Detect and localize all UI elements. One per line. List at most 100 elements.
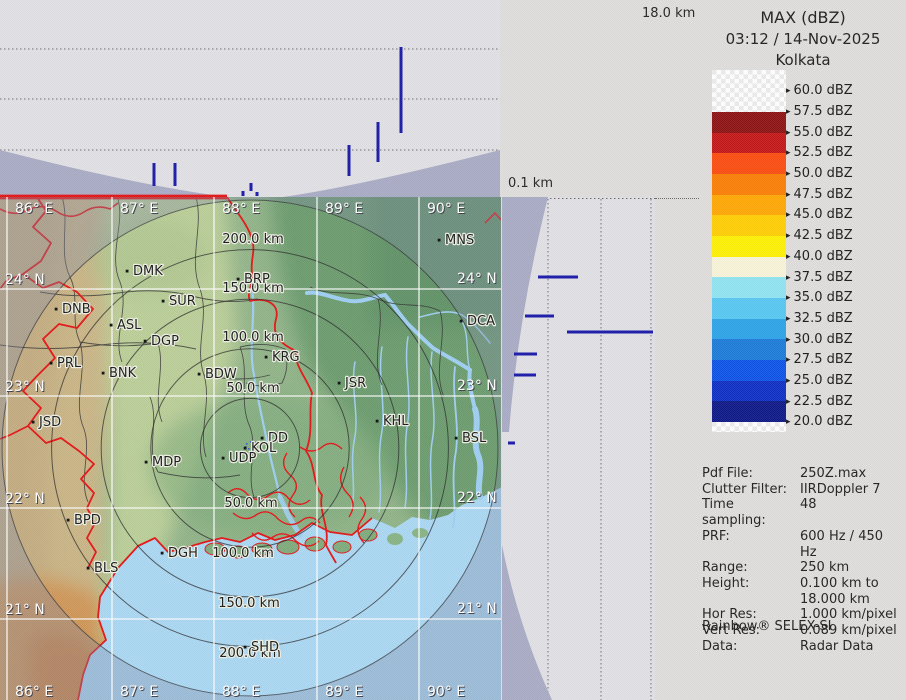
city-marker — [109, 323, 113, 327]
product-title: MAX (dBZ) — [760, 8, 846, 27]
latitude-label: 21° N — [5, 602, 45, 618]
top-height-profile-panel — [0, 0, 500, 198]
city-label: KRG — [272, 350, 300, 365]
side-axis-min-height-label: 0.1 km — [508, 176, 553, 191]
longitude-label-shadow: 88° E — [223, 202, 261, 218]
longitude-label-shadow: 86° E — [16, 202, 54, 218]
range-ring — [150, 348, 350, 548]
latitude-label-shadow: 21° N — [458, 602, 498, 618]
dbz-colorbar — [712, 70, 786, 433]
urban-area-pixel — [249, 454, 251, 456]
colorbar-band — [712, 380, 786, 402]
city-marker — [243, 446, 247, 450]
longitude-label: 88° E — [222, 684, 260, 700]
echo-bar — [399, 47, 403, 133]
beam-cone-mask — [502, 197, 548, 432]
software-brand-label: Rainbow® SELEX-SI — [702, 619, 832, 634]
metadata-row: PRF: 600 Hz / 450 Hz — [702, 529, 902, 560]
colorbar-band — [712, 236, 786, 257]
tick-arrow-icon: ▸ — [786, 334, 791, 345]
latitude-label-shadow: 23° N — [458, 379, 498, 395]
echo-bar — [538, 275, 578, 279]
city-marker — [337, 381, 341, 385]
echo-bar — [525, 314, 554, 318]
terrain-layer — [0, 177, 520, 700]
tick-arrow-icon: ▸ — [786, 272, 791, 283]
dbz-scale-label: ▸ 52.5 dBZ — [786, 145, 853, 161]
city-marker — [143, 339, 147, 343]
latitude-label: 24° N — [457, 271, 497, 287]
longitude-label: 90° E — [427, 684, 465, 700]
dbz-scale-label: ▸ 57.5 dBZ — [786, 104, 853, 120]
dbz-scale-label: ▸ 40.0 dBZ — [786, 248, 853, 264]
tick-arrow-icon: ▸ — [786, 148, 791, 159]
axis-extension-line — [655, 198, 699, 199]
longitude-label: 88° E — [222, 201, 260, 217]
range-ring — [51, 249, 449, 647]
city-label: KHL — [383, 414, 409, 429]
dbz-scale-label: ▸ 22.5 dBZ — [786, 393, 853, 409]
dbz-scale-label: ▸ 42.5 dBZ — [786, 228, 853, 244]
colorbar-band — [712, 153, 786, 175]
range-ring — [100, 298, 400, 598]
echo-bar — [567, 330, 653, 334]
city-label: KOL — [251, 441, 277, 456]
longitude-label-shadow: 90° E — [428, 685, 466, 700]
tick-arrow-icon: ▸ — [786, 107, 791, 118]
ring-distance-label: 50.0 km — [224, 496, 277, 511]
metadata-value: 0.100 km to 18.000 km — [800, 575, 879, 607]
longitude-label: 90° E — [427, 201, 465, 217]
longitude-label: 89° E — [325, 201, 363, 217]
ring-distance-label: 100.0 km — [222, 330, 284, 345]
beam-cone-mask — [0, 150, 227, 197]
legend-header: MAX (dBZ) 03:12 / 14-Nov-2025 Kolkata — [700, 8, 906, 69]
range-ring-labels: 200.0 km 150.0 km 100.0 km 50.0 km 50.0 km 10… — [211, 231, 285, 662]
metadata-row: Pdf File: 250Z.max — [702, 466, 902, 482]
graticule-labels: 86° E86° E86° E86° E87° E87° E87° E87° E… — [5, 201, 498, 700]
echo-bar — [152, 163, 156, 186]
city-label: BDW — [205, 367, 237, 382]
tick-arrow-icon: ▸ — [786, 293, 791, 304]
top-profile-canvas — [0, 47, 500, 198]
dbz-scale-label: ▸ 55.0 dBZ — [786, 124, 853, 140]
metadata-row: Vert Res: 0.089 km/pixel — [702, 623, 902, 639]
colorbar-band — [712, 132, 786, 154]
dbz-scale-label: ▸ 60.0 dBZ — [786, 83, 853, 99]
city-label: BLS — [94, 561, 118, 576]
latitude-label: 21° N — [457, 601, 497, 617]
city-label: DGH — [168, 546, 198, 561]
longitude-label: 89° E — [325, 684, 363, 700]
dbz-scale-label: ▸ 35.0 dBZ — [786, 290, 853, 306]
state-boundaries — [0, 196, 502, 700]
city-label: MDP — [152, 455, 181, 470]
urban-area-pixel — [256, 447, 258, 449]
metadata-label: PRF: — [702, 528, 730, 544]
metadata-label: Hor Res: — [702, 607, 757, 623]
longitude-label-shadow: 90° E — [428, 202, 466, 218]
city-marker — [375, 419, 379, 423]
urban-area-pixel — [253, 445, 255, 447]
city-label: MNS — [445, 233, 474, 248]
city-marker — [221, 456, 225, 460]
city-marker — [161, 299, 165, 303]
colorbar-band — [712, 339, 786, 361]
city-label: BRP — [244, 272, 270, 287]
colorbar-band — [712, 70, 786, 112]
tick-arrow-icon: ▸ — [786, 355, 791, 366]
tick-arrow-icon: ▸ — [786, 375, 791, 386]
longitude-label: 87° E — [120, 684, 158, 700]
longitude-label-shadow: 89° E — [326, 202, 364, 218]
city-label: DGP — [151, 334, 179, 349]
city-label: BNK — [109, 366, 137, 381]
echo-bar — [347, 145, 351, 176]
metadata-row: Height: 0.100 km to 18.000 km — [702, 576, 902, 607]
echo-bar — [514, 373, 536, 377]
city-label: ASL — [117, 318, 142, 333]
metadata-label: Height: — [702, 575, 750, 591]
metadata-value: 1.000 km/pixel — [800, 607, 897, 623]
dbz-scale-label: ▸ 32.5 dBZ — [786, 310, 853, 326]
city-marker — [31, 420, 35, 424]
ring-distance-label: 100.0 km — [212, 546, 274, 561]
echo-bar — [255, 192, 259, 196]
